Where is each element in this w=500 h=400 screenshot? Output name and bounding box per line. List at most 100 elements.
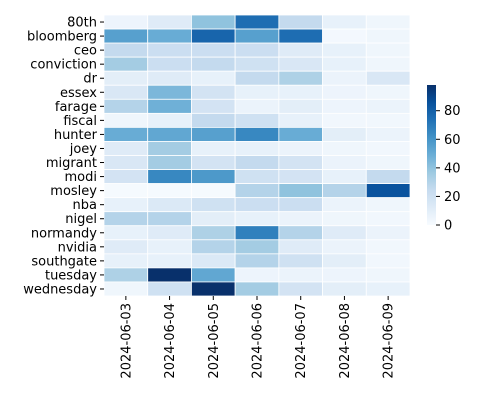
- y-tick-label: modi: [65, 170, 97, 185]
- heatmap-cell: [322, 84, 367, 100]
- heatmap-cell: [234, 56, 280, 72]
- heatmap-cell: [234, 155, 280, 170]
- heatmap-cell: [365, 225, 411, 241]
- heatmap-cell: [278, 211, 323, 227]
- heatmap-cell: [278, 239, 323, 255]
- heatmap-cell: [191, 239, 236, 255]
- y-tick-labels: 80thbloombergceoconvictiondressexfaragef…: [23, 16, 104, 297]
- y-tick-label: fiscal: [63, 114, 97, 129]
- y-tick-label: migrant: [46, 156, 97, 171]
- heatmap-cell: [234, 70, 280, 86]
- x-tick-label: 2024-06-03: [119, 303, 134, 379]
- heatmap-cell: [147, 253, 192, 269]
- heatmap-cell: [103, 183, 149, 199]
- heatmap-cell: [103, 141, 149, 156]
- heatmap-cell: [147, 239, 192, 255]
- heatmap-cell: [365, 197, 411, 213]
- heatmap-cell: [103, 112, 149, 128]
- heatmap-cell: [322, 225, 367, 241]
- heatmap-cell: [103, 56, 149, 72]
- heatmap-cell: [103, 169, 149, 185]
- heatmap-cell: [234, 253, 280, 269]
- heatmap-cell: [322, 267, 367, 283]
- y-tick-label: nvidia: [58, 240, 97, 255]
- y-tick-label: joey: [69, 142, 98, 157]
- heatmap-cell: [103, 28, 149, 44]
- x-tick-label: 2024-06-09: [382, 303, 397, 379]
- heatmap-cell: [278, 112, 323, 128]
- heatmap-cell: [191, 42, 236, 58]
- heatmap-cell: [278, 56, 323, 72]
- colorbar-tick-label: 60: [444, 133, 461, 148]
- heatmap-cell: [103, 70, 149, 86]
- x-tick-label: 2024-06-08: [338, 303, 353, 379]
- heatmap-cell: [322, 56, 367, 72]
- heatmap-cell: [278, 183, 323, 199]
- heatmap-cell: [322, 14, 367, 30]
- y-tick-label: hunter: [54, 128, 98, 143]
- heatmap-cell: [147, 98, 192, 114]
- heatmap-cell: [147, 225, 192, 241]
- heatmap-cell: [234, 225, 280, 241]
- heatmap-cell: [365, 267, 411, 283]
- heatmap-cell: [365, 112, 411, 128]
- heatmap-cell: [147, 155, 192, 170]
- heatmap-cell: [278, 84, 323, 100]
- colorbar-tick-label: 40: [444, 161, 461, 176]
- y-tick-label: nba: [73, 198, 97, 213]
- heatmap-cell: [191, 141, 236, 156]
- heatmap-cell: [278, 127, 323, 142]
- heatmap-cell: [278, 98, 323, 114]
- heatmap-cell: [191, 211, 236, 227]
- heatmap-cell: [234, 98, 280, 114]
- heatmap-cell: [278, 281, 323, 297]
- heatmap-cell: [234, 197, 280, 213]
- heatmap-cell: [103, 267, 149, 283]
- heatmap-cell: [191, 14, 236, 30]
- heatmap-cell: [191, 281, 236, 297]
- y-tick-label: ceo: [74, 44, 97, 59]
- heatmap-cell: [234, 141, 280, 156]
- heatmap-cell: [147, 84, 192, 100]
- heatmap-cell: [234, 211, 280, 227]
- heatmap-cell: [234, 281, 280, 297]
- heatmap-cell: [147, 56, 192, 72]
- heatmap-cell: [365, 84, 411, 100]
- y-tick-label: conviction: [30, 58, 97, 73]
- heatmap-cell: [103, 281, 149, 297]
- y-tick-label: normandy: [31, 226, 97, 241]
- heatmap-cell: [322, 253, 367, 269]
- heatmap-cell: [365, 211, 411, 227]
- heatmap-cell: [191, 197, 236, 213]
- heatmap-cell: [147, 267, 192, 283]
- heatmap-cell: [147, 127, 192, 142]
- heatmap-cell: [234, 183, 280, 199]
- x-tick-label: 2024-06-05: [207, 303, 222, 379]
- heatmap-cell: [234, 28, 280, 44]
- heatmap-cell: [103, 225, 149, 241]
- heatmap-cell: [365, 28, 411, 44]
- heatmap-cell: [278, 155, 323, 170]
- heatmap-cell: [234, 112, 280, 128]
- heatmap-cell: [322, 197, 367, 213]
- colorbar: 0 20 40 60 80: [427, 85, 461, 234]
- heatmap-cell: [278, 197, 323, 213]
- heatmap-cell: [103, 211, 149, 227]
- heatmap-cell: [147, 169, 192, 185]
- heatmap-cell: [191, 84, 236, 100]
- heatmap-cell: [322, 239, 367, 255]
- heatmap-cell: [365, 155, 411, 170]
- heatmap-cell: [234, 267, 280, 283]
- heatmap-cell: [191, 28, 236, 44]
- heatmap-cell: [191, 183, 236, 199]
- heatmap-cells: [103, 14, 411, 297]
- y-tick-label: dr: [83, 72, 97, 87]
- heatmap-cell: [191, 155, 236, 170]
- y-tick-label: wednesday: [23, 282, 97, 297]
- x-tick-labels: 2024-06-03 2024-06-04 2024-06-05 2024-06-06…: [119, 296, 397, 379]
- heatmap-cell: [278, 267, 323, 283]
- heatmap-cell: [147, 211, 192, 227]
- heatmap-cell: [322, 127, 367, 142]
- heatmap-cell: [365, 98, 411, 114]
- colorbar-tick-label: 0: [444, 219, 452, 234]
